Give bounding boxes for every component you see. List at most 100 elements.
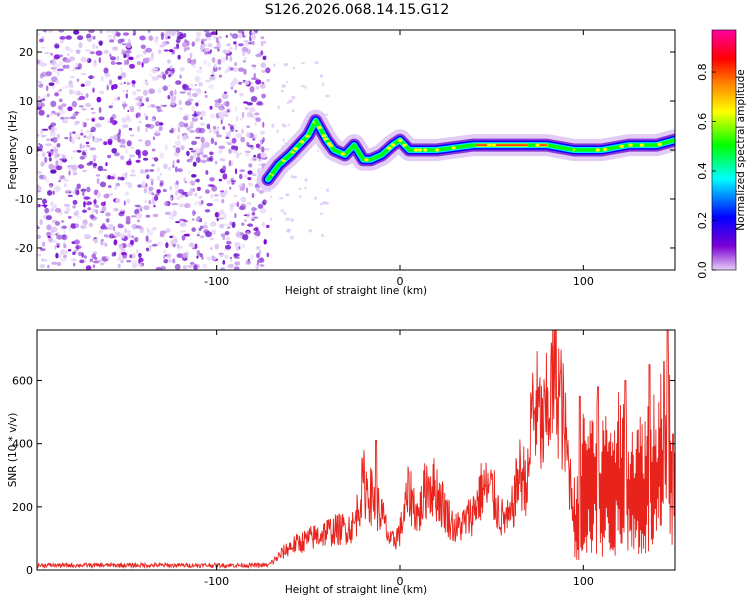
noise-speckle xyxy=(64,179,69,182)
noise-speckle xyxy=(103,141,108,146)
noise-speckle xyxy=(240,232,244,236)
noise-speckle xyxy=(146,105,153,108)
noise-speckle xyxy=(45,85,49,92)
noise-speckle xyxy=(189,159,194,163)
noise-speckle xyxy=(130,108,135,113)
colorbar-tick-label: 0.0 xyxy=(696,261,709,279)
noise-speckle xyxy=(229,55,233,62)
noise-speckle xyxy=(151,200,157,205)
noise-speckle xyxy=(191,41,195,47)
noise-speckle xyxy=(186,91,192,96)
noise-speckle xyxy=(320,212,324,215)
noise-speckle xyxy=(220,191,226,198)
noise-speckle xyxy=(48,157,52,162)
noise-speckle xyxy=(251,193,255,198)
noise-speckle xyxy=(259,84,266,89)
noise-speckle xyxy=(150,180,154,186)
noise-speckle xyxy=(37,133,40,137)
noise-speckle xyxy=(168,74,172,78)
noise-speckle xyxy=(218,178,223,182)
noise-speckle xyxy=(208,84,214,90)
noise-speckle xyxy=(182,84,187,89)
noise-speckle xyxy=(255,85,260,90)
noise-speckle xyxy=(251,64,257,68)
noise-speckle xyxy=(64,137,69,140)
noise-speckle xyxy=(52,85,55,89)
noise-speckle xyxy=(300,85,305,88)
noise-speckle xyxy=(144,139,151,147)
noise-speckle xyxy=(41,258,45,262)
noise-speckle xyxy=(89,214,95,219)
noise-speckle xyxy=(109,136,114,140)
spectrogram-ytick-label: -10 xyxy=(15,193,33,206)
noise-speckle xyxy=(121,117,127,124)
noise-speckle xyxy=(234,241,241,248)
noise-speckle xyxy=(55,160,59,166)
noise-speckle xyxy=(187,98,194,102)
noise-speckle xyxy=(246,125,251,128)
noise-speckle xyxy=(145,127,148,133)
noise-speckle xyxy=(233,194,238,198)
noise-speckle xyxy=(316,149,320,152)
noise-speckle xyxy=(159,172,163,176)
ridge-knot xyxy=(305,134,310,138)
noise-speckle xyxy=(59,158,64,161)
noise-speckle xyxy=(130,33,133,36)
noise-speckle xyxy=(50,100,57,108)
noise-speckle xyxy=(78,95,86,100)
noise-speckle xyxy=(175,180,179,186)
noise-speckle xyxy=(113,152,120,157)
noise-speckle xyxy=(195,156,201,163)
noise-speckle xyxy=(176,243,180,249)
noise-speckle xyxy=(46,114,50,118)
noise-speckle xyxy=(134,236,139,243)
noise-speckle xyxy=(192,113,199,117)
noise-speckle xyxy=(83,201,86,208)
noise-speckle xyxy=(239,186,245,191)
noise-speckle xyxy=(231,182,235,185)
noise-speckle xyxy=(45,71,52,77)
noise-speckle xyxy=(125,215,131,222)
noise-speckle xyxy=(109,53,112,58)
ridge-knot xyxy=(402,143,407,147)
noise-speckle xyxy=(145,247,150,252)
noise-speckle xyxy=(191,218,195,221)
noise-speckle xyxy=(167,166,172,171)
ridge-knot xyxy=(390,143,396,147)
noise-speckle xyxy=(279,197,284,200)
noise-speckle xyxy=(54,245,57,250)
noise-speckle xyxy=(37,226,40,229)
noise-speckle xyxy=(129,174,137,177)
noise-speckle xyxy=(106,34,113,39)
noise-speckle xyxy=(159,44,165,48)
spectrogram-noise-region xyxy=(37,30,330,270)
noise-speckle xyxy=(292,66,296,70)
noise-speckle xyxy=(101,223,106,227)
noise-speckle xyxy=(70,116,77,120)
noise-speckle xyxy=(107,224,114,230)
noise-speckle xyxy=(160,104,168,107)
noise-speckle xyxy=(103,193,110,199)
noise-speckle xyxy=(54,204,57,208)
noise-speckle xyxy=(182,253,189,259)
noise-speckle xyxy=(86,186,91,193)
noise-speckle xyxy=(189,52,193,59)
noise-speckle xyxy=(182,115,189,121)
noise-speckle xyxy=(217,58,222,65)
noise-speckle xyxy=(218,223,225,229)
noise-speckle xyxy=(133,32,136,36)
noise-speckle xyxy=(100,239,104,241)
noise-speckle xyxy=(251,212,256,216)
noise-speckle xyxy=(235,133,243,139)
noise-speckle xyxy=(54,44,60,49)
noise-speckle xyxy=(188,242,195,248)
noise-speckle xyxy=(93,260,100,264)
noise-speckle xyxy=(50,226,58,233)
noise-speckle xyxy=(191,227,196,232)
noise-speckle xyxy=(247,223,254,227)
noise-speckle xyxy=(238,81,243,85)
ridge-knot xyxy=(306,132,312,136)
noise-speckle xyxy=(92,43,96,50)
noise-speckle xyxy=(222,173,228,180)
